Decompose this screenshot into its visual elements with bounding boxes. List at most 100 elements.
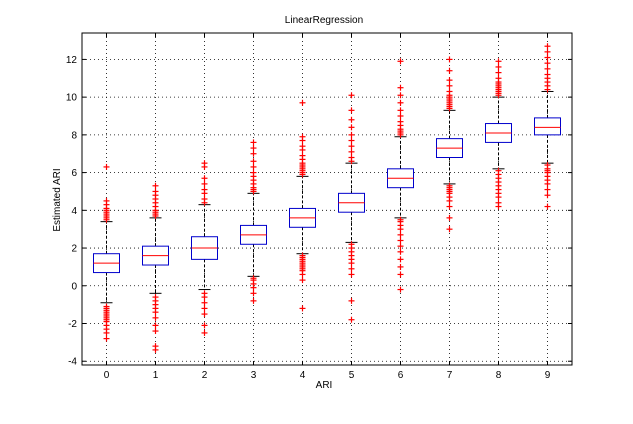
outlier-point: [201, 290, 208, 297]
boxes: [93, 43, 561, 353]
outlier-point: [250, 297, 257, 304]
outlier-point: [397, 58, 404, 65]
box-group-2: [191, 160, 218, 336]
y-tick-label: -4: [68, 357, 77, 368]
x-tick-label: 8: [496, 370, 502, 381]
box-group-3: [240, 139, 267, 304]
outlier-point: [250, 139, 257, 146]
outlier-point: [201, 299, 208, 306]
y-axis-label: Estimated ARI: [52, 168, 63, 231]
outlier-point: [397, 237, 404, 244]
outlier-point: [250, 145, 257, 152]
outlier-point: [201, 160, 208, 167]
outlier-point: [348, 107, 355, 114]
box-group-9: [534, 43, 561, 210]
outlier-point: [397, 271, 404, 278]
outlier-point: [544, 186, 551, 193]
outlier-point: [397, 84, 404, 91]
y-tick-label: 12: [66, 55, 78, 66]
outlier-point: [544, 71, 551, 78]
outlier-point: [348, 265, 355, 272]
outlier-point: [446, 182, 453, 189]
outlier-point: [495, 75, 502, 82]
x-tick-label: 4: [300, 370, 306, 381]
outlier-point: [348, 131, 355, 138]
box-group-1: [142, 182, 169, 353]
outlier-point: [544, 54, 551, 61]
box-group-7: [436, 56, 463, 233]
y-tick-label: 10: [66, 93, 78, 104]
outlier-point: [152, 314, 159, 321]
outlier-point: [397, 216, 404, 223]
outlier-point: [250, 150, 257, 157]
box-group-0: [93, 163, 120, 342]
y-tick-label: 0: [71, 281, 77, 292]
outlier-point: [348, 137, 355, 144]
outlier-point: [495, 199, 502, 206]
outlier-point: [299, 252, 306, 259]
x-tick-label: 3: [251, 370, 257, 381]
outlier-point: [250, 158, 257, 165]
outlier-point: [544, 192, 551, 199]
outlier-point: [397, 99, 404, 106]
outlier-point: [152, 328, 159, 335]
outlier-point: [397, 263, 404, 270]
outlier-point: [201, 186, 208, 193]
outlier-point: [544, 48, 551, 55]
outlier-point: [152, 322, 159, 329]
outlier-point: [348, 143, 355, 150]
outlier-point: [250, 275, 257, 282]
outlier-point: [348, 241, 355, 248]
x-axis-label: ARI: [316, 380, 333, 391]
y-tick-label: 6: [71, 168, 77, 179]
outlier-point: [446, 88, 453, 95]
outlier-point: [299, 305, 306, 312]
outlier-point: [397, 107, 404, 114]
outlier-point: [397, 243, 404, 250]
outlier-point: [544, 60, 551, 67]
outlier-point: [152, 294, 159, 301]
outlier-point: [544, 203, 551, 210]
y-tick-label: 4: [71, 206, 77, 217]
box-group-4: [289, 99, 316, 312]
box-body: [534, 117, 561, 136]
outlier-point: [397, 256, 404, 263]
outlier-point: [495, 69, 502, 76]
outlier-point: [348, 92, 355, 99]
outlier-point: [397, 248, 404, 255]
outlier-point: [446, 226, 453, 233]
outlier-point: [446, 67, 453, 74]
outlier-point: [397, 286, 404, 293]
outlier-point: [348, 154, 355, 161]
outlier-point: [201, 196, 208, 202]
box-group-8: [485, 58, 512, 210]
outlier-point: [201, 175, 208, 182]
outlier-point: [201, 305, 208, 312]
outlier-point: [446, 203, 453, 210]
plot-frame: [81, 32, 573, 366]
outlier-point: [348, 316, 355, 323]
outlier-point: [299, 152, 306, 159]
outlier-point: [250, 169, 257, 176]
outlier-point: [103, 303, 110, 310]
outlier-point: [152, 343, 159, 350]
outlier-point: [201, 322, 208, 329]
outlier-point: [397, 118, 404, 125]
axis-ticks: [82, 33, 572, 365]
outlier-point: [299, 99, 306, 106]
outlier-point: [495, 167, 502, 174]
x-tick-label: 6: [398, 370, 404, 381]
outlier-point: [299, 143, 306, 150]
outlier-point: [397, 113, 404, 119]
outlier-point: [250, 163, 257, 170]
outlier-point: [201, 311, 208, 318]
outlier-point: [495, 63, 502, 70]
outlier-point: [348, 297, 355, 304]
outlier-point: [397, 231, 404, 238]
outlier-point: [348, 271, 355, 278]
x-tick-label: 1: [153, 370, 159, 381]
x-tick-label: 7: [447, 370, 453, 381]
outlier-point: [250, 290, 257, 297]
outlier-point: [152, 188, 159, 195]
